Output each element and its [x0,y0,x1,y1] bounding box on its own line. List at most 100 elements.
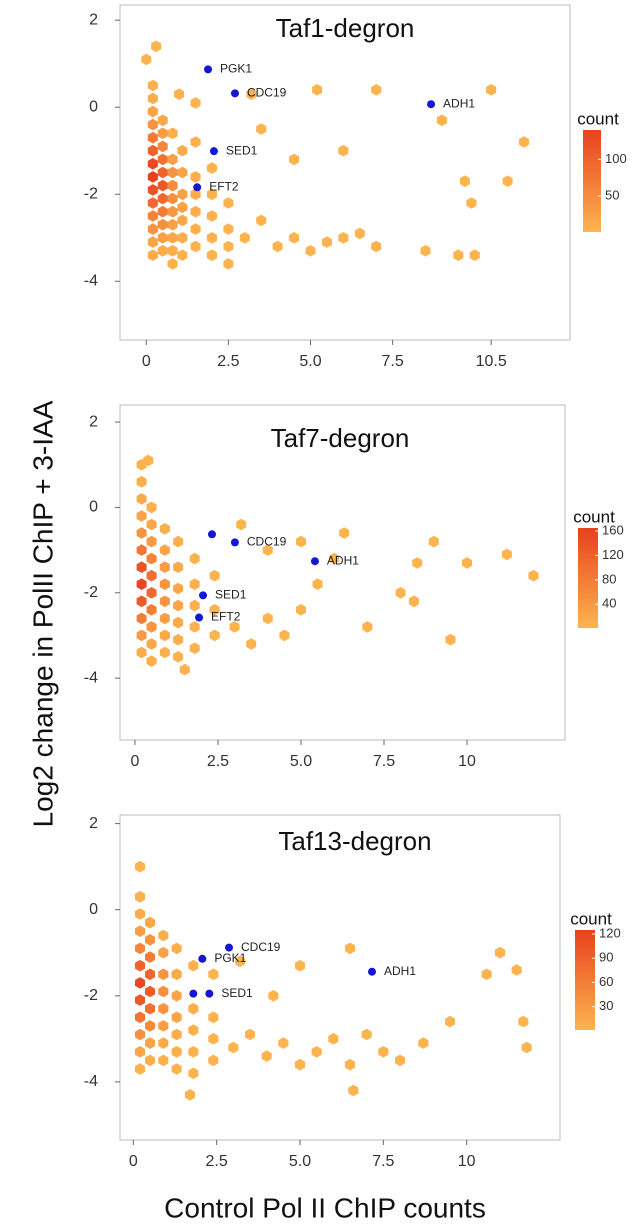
hex-bin [158,968,169,981]
x-tick-label: 0 [130,753,139,770]
hex-bin [395,1054,405,1067]
hex-bin [158,946,169,959]
hex-bin [157,114,168,127]
hex-bin [338,144,349,157]
hex-bin [147,158,158,170]
gene-label: SED1 [221,986,253,1000]
x-tick-label: 7.5 [382,353,404,370]
hex-bin [345,1058,355,1071]
hex-bin [173,561,184,573]
hex-bin [145,951,155,963]
hex-bin [262,544,273,556]
hex-bin [171,990,182,1002]
hex-bin [158,1054,169,1067]
hex-bin [173,599,184,612]
hex-bin [135,891,145,903]
hex-bin [445,1015,455,1028]
gene-label: SED1 [226,143,258,157]
hex-bin [179,663,190,676]
hex-bin [208,1033,219,1045]
hex-bin [173,616,184,629]
hex-bin [190,136,201,148]
hex-bin [146,552,157,565]
colorbar-title: count [573,507,615,526]
gene-label: CDC19 [241,940,281,954]
hex-bin [167,245,178,257]
hex-bin [135,1046,145,1058]
hex-bin [147,144,158,157]
hex-bin [147,184,158,196]
x-tick-label: 10 [458,753,476,770]
gene-label: CDC19 [247,85,287,99]
hex-bin [136,527,147,539]
hex-bin [528,569,539,582]
hex-bin [147,92,158,105]
hex-bin [189,599,200,612]
hex-bin [246,88,257,100]
hex-bin [171,968,182,981]
y-tick-label: 0 [89,98,98,115]
hex-bin [167,205,178,218]
hex-bin [338,232,349,244]
gene-point [193,183,202,192]
hex-bin [206,249,217,261]
hex-bin [518,1015,529,1028]
hex-bin [256,214,267,227]
hex-bin [418,1037,429,1049]
hex-bin [174,88,185,100]
hex-bin [295,1058,305,1071]
hex-bin [146,518,157,531]
hex-bin [296,535,306,548]
hex-bin [146,501,157,514]
colorbar-label: 50 [605,187,619,202]
hex-bin [177,188,188,201]
gene-label: ADH1 [443,96,475,110]
hex-bin [486,84,497,96]
hex-bin [312,84,323,96]
colorbar [578,528,598,628]
hex-bin [167,127,178,140]
gene-point [230,89,239,98]
hex-bin [501,548,512,561]
hex-bin [420,245,431,257]
y-tick-label: 0 [89,901,98,918]
hex-bin [206,188,217,201]
hex-bin [157,192,168,205]
colorbar-label: 60 [599,974,613,989]
x-tick-label: 2.5 [207,753,229,770]
hex-bin [190,205,201,218]
hex-bin [159,612,170,625]
hex-bin [208,1011,219,1024]
hex-bin [235,955,245,968]
hex-bin [171,1046,182,1058]
gene-label: EFT2 [211,610,241,624]
hex-bin [246,638,257,650]
hex-bin [305,245,316,257]
gene-point [207,530,216,539]
gene-point [204,65,213,74]
y-tick-label: -2 [84,584,98,601]
hex-bin [208,968,219,981]
colorbar [575,930,595,1030]
hex-bin [171,1028,182,1041]
colorbar-label: 100 [605,151,627,166]
hex-bin [146,535,157,548]
panel-title: Taf13-degron [278,826,431,856]
hex-bin [256,123,267,135]
colorbar-label: 160 [602,522,624,537]
hex-bin [177,201,188,214]
hex-bin [206,162,217,174]
hex-bin [361,1028,372,1041]
gene-point [310,557,319,566]
hex-bin [145,968,155,981]
hex-bin [145,1054,155,1067]
hex-bin [190,97,201,109]
hex-bin [295,959,305,972]
gene-label: EFT2 [209,179,239,193]
hex-bin [147,131,158,144]
hex-bin [228,1041,239,1054]
y-tick-label: 0 [89,499,98,516]
colorbar-label: 90 [599,950,613,965]
hex-bin [345,942,355,955]
hex-bin [159,629,170,642]
